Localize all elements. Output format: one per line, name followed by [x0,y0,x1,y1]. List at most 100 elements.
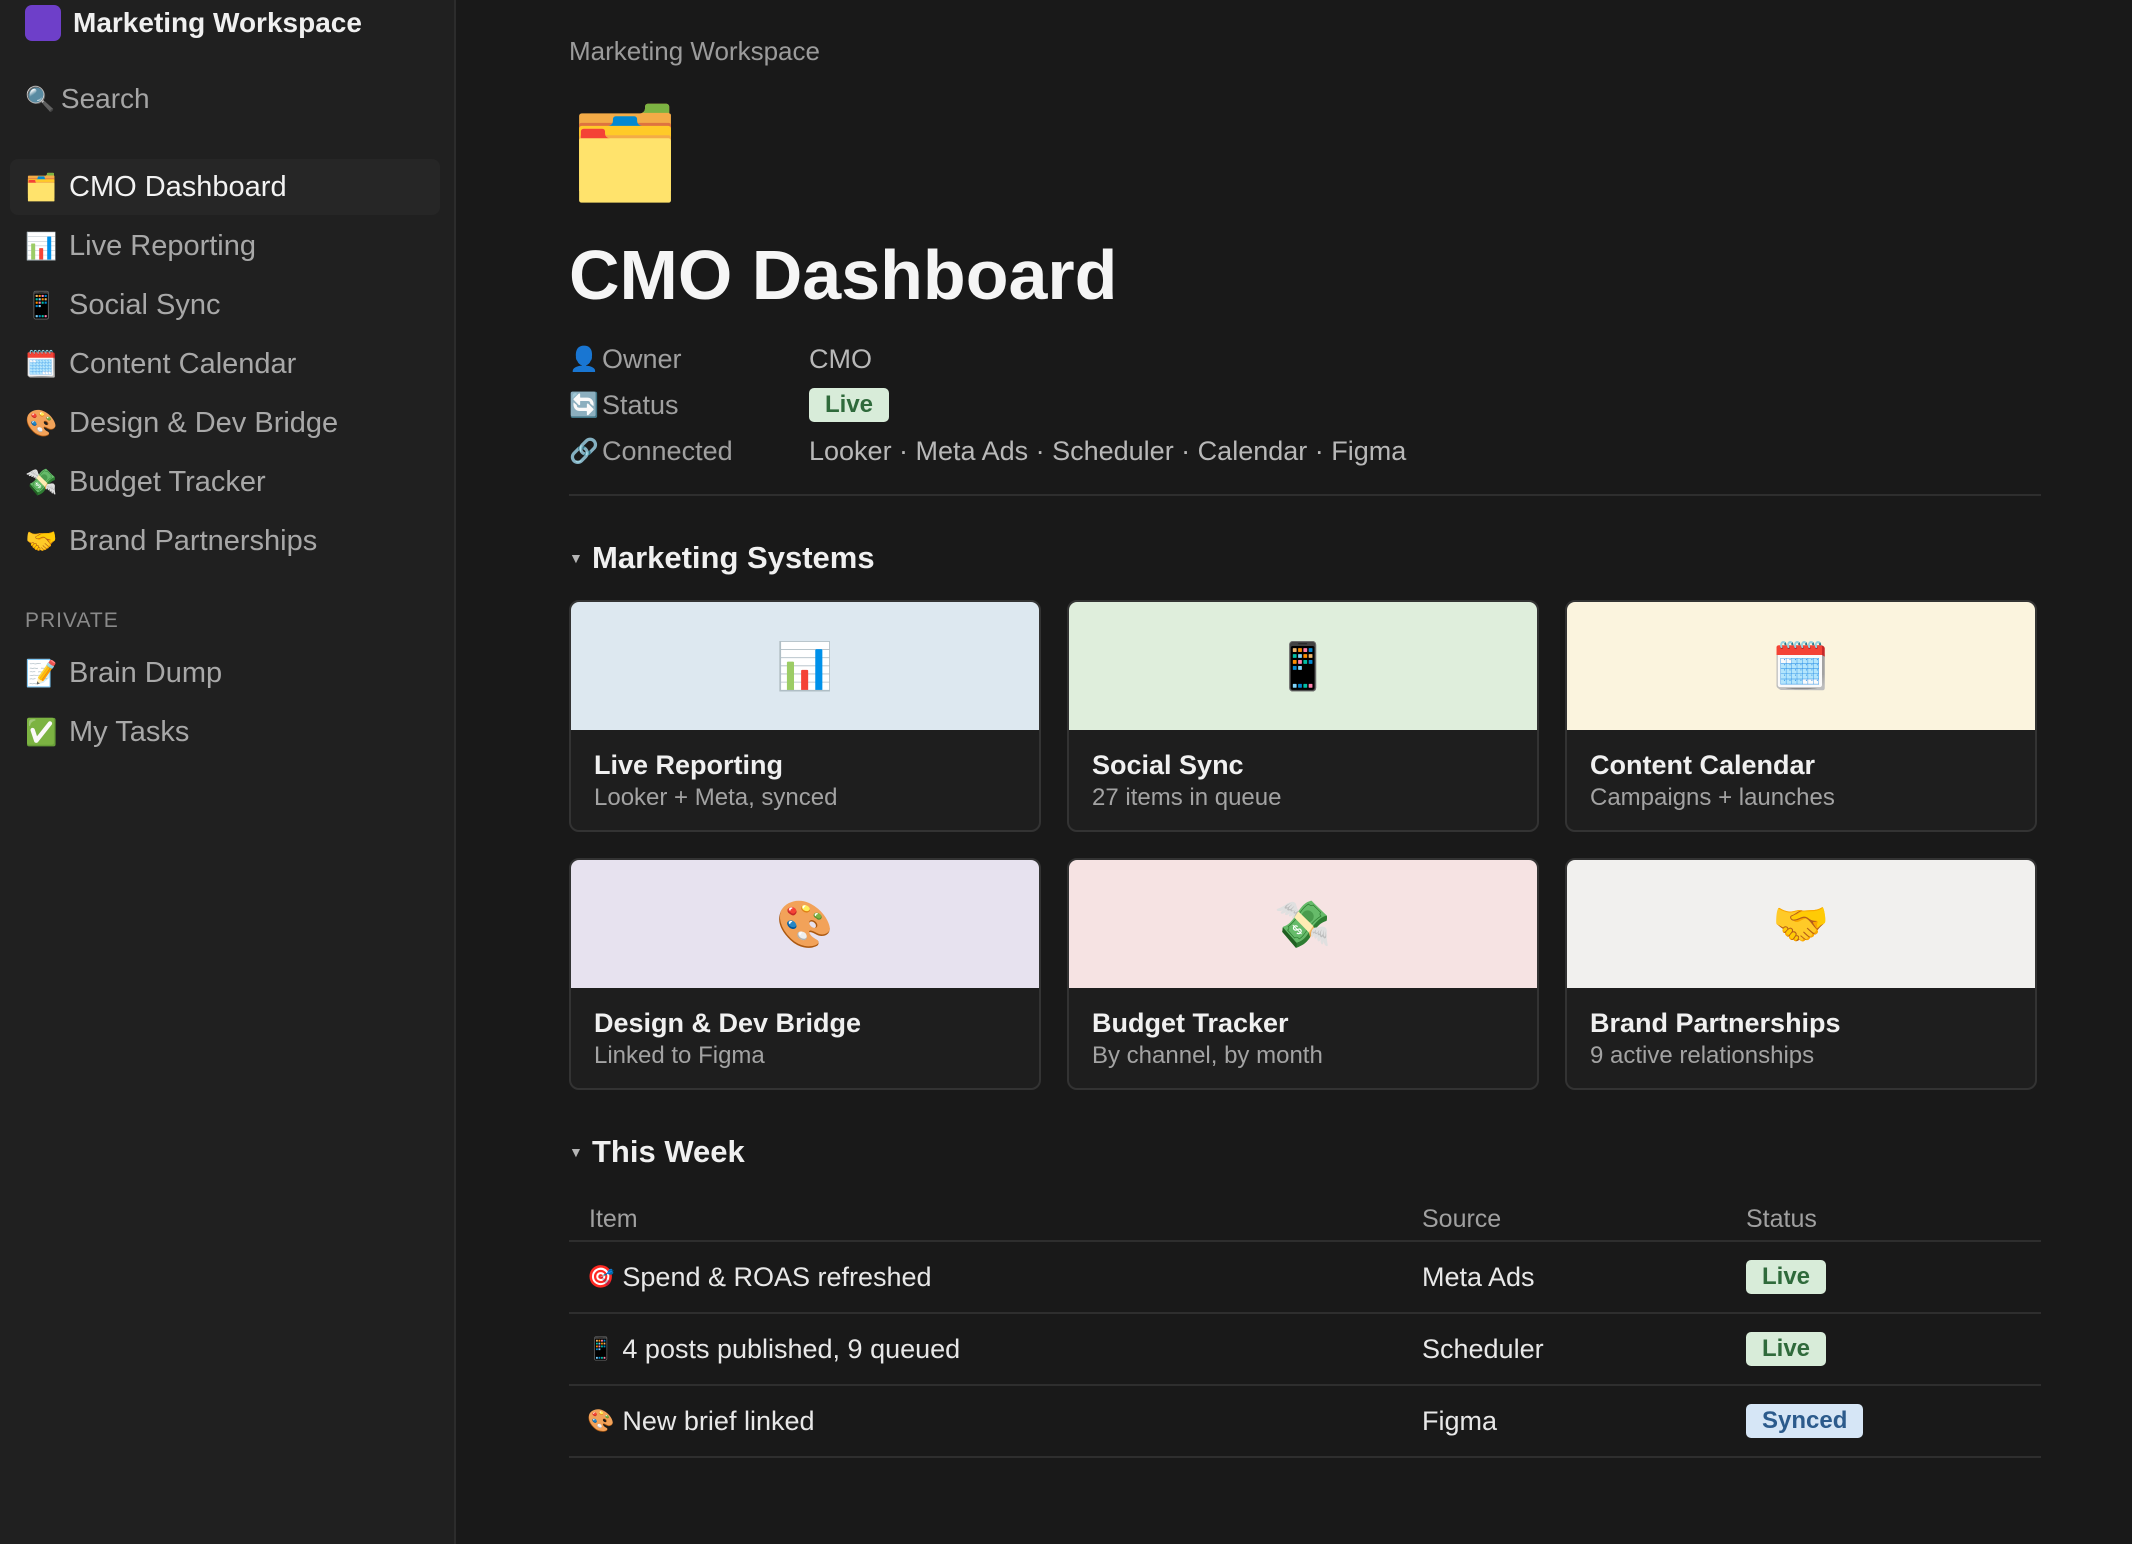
property-key: 🔗 Connected [569,436,809,467]
column-header-source[interactable]: Source [1422,1204,1502,1233]
card-title: Budget Tracker [1092,1008,1289,1038]
sidebar-item-label: Live Reporting [69,229,256,262]
sidebar-item-my-tasks[interactable]: ✅ My Tasks [10,704,440,760]
cell-item: 🎯 Spend & ROAS refreshed [569,1262,1422,1293]
system-cards: 📊 Live Reporting Looker + Meta, synced 📱… [569,600,2132,1090]
card-subtitle: Campaigns + launches [1590,784,1835,811]
column-header-item[interactable]: Item [589,1204,638,1233]
money-wings-icon: 💸 [1274,897,1332,950]
palette-icon: 🎨 [587,1408,615,1433]
card-title: Live Reporting [594,750,784,780]
card-subtitle: By channel, by month [1092,1042,1323,1069]
handshake-icon: 🤝 [1772,897,1830,950]
breadcrumb[interactable]: Marketing Workspace [569,36,820,66]
this-week-heading[interactable]: ▼ This Week [569,1132,2132,1172]
property-key-label: Owner [602,343,682,374]
table-row[interactable]: 🎨 New brief linked Figma Synced [569,1386,2041,1458]
card-cover: 📊 [571,602,1039,730]
card-title: Social Sync [1092,750,1244,780]
card-cover: 📱 [1069,602,1537,730]
refresh-icon: 🔄 [569,391,599,419]
workspace-switcher[interactable]: Marketing Workspace [0,0,454,46]
cell-status: Live [1746,1260,2041,1294]
sidebar-item-label: Social Sync [69,288,221,321]
sidebar-item-label: Design & Dev Bridge [69,406,339,439]
property-key-label: Connected [602,435,733,466]
card-subtitle: 9 active relationships [1590,1042,1815,1069]
caret-down-icon[interactable]: ▼ [569,1144,583,1160]
memo-icon: 📝 [25,657,58,688]
column-header-status[interactable]: Status [1746,1204,1817,1233]
item-text: Spend & ROAS refreshed [622,1261,932,1292]
card-live-reporting[interactable]: 📊 Live Reporting Looker + Meta, synced [569,600,1041,832]
sidebar-item-content-calendar[interactable]: 🗓️ Content Calendar [10,336,440,392]
item-text: 4 posts published, 9 queued [622,1333,961,1364]
sidebar-item-brain-dump[interactable]: 📝 Brain Dump [10,645,440,701]
cell-status: Live [1746,1332,2041,1366]
sidebar-item-design-dev-bridge[interactable]: 🎨 Design & Dev Bridge [10,395,440,451]
card-social-sync[interactable]: 📱 Social Sync 27 items in queue [1067,600,1539,832]
status-badge: Live [1746,1332,1827,1366]
sidebar-item-live-reporting[interactable]: 📊 Live Reporting [10,218,440,274]
phone-icon: 📱 [1274,639,1332,692]
table-row[interactable]: 📱 4 posts published, 9 queued Scheduler … [569,1314,2041,1386]
link-icon: 🔗 [569,437,599,465]
marketing-systems-heading[interactable]: ▼ Marketing Systems [569,538,2132,578]
handshake-icon: 🤝 [25,525,58,556]
card-subtitle: Looker + Meta, synced [594,784,838,811]
sidebar-item-label: Brain Dump [69,656,223,689]
palette-icon: 🎨 [776,897,834,950]
card-title: Design & Dev Bridge [594,1008,862,1038]
file-cabinet-icon: 🗂️ [25,171,58,202]
phone-icon: 📱 [587,1336,615,1361]
workspace-name: Marketing Workspace [73,7,362,38]
property-key: 👤 Owner [569,344,809,375]
caret-down-icon[interactable]: ▼ [569,550,583,566]
status-badge: Live [1746,1260,1827,1294]
cell-source: Meta Ads [1422,1261,1535,1292]
sidebar-item-label: Budget Tracker [69,465,266,498]
calendar-icon: 🗓️ [1772,639,1830,692]
property-owner[interactable]: 👤 Owner CMO [569,336,2041,382]
card-content-calendar[interactable]: 🗓️ Content Calendar Campaigns + launches [1565,600,2037,832]
cell-source: Scheduler [1422,1333,1544,1364]
section-title: Marketing Systems [592,540,875,575]
sidebar-item-label: Brand Partnerships [69,524,318,557]
person-icon: 👤 [569,345,599,373]
palette-icon: 🎨 [25,407,58,438]
check-mark-icon: ✅ [25,716,58,747]
sidebar-nav: 🗂️ CMO Dashboard 📊 Live Reporting 📱 Soci… [0,159,454,760]
money-wings-icon: 💸 [25,466,58,497]
sidebar-item-brand-partnerships[interactable]: 🤝 Brand Partnerships [10,513,440,569]
cell-source: Figma [1422,1405,1498,1436]
sidebar: Marketing Workspace 🔍 Search 🗂️ CMO Dash… [0,0,456,1544]
property-key-label: Status [602,389,679,420]
cell-item: 📱 4 posts published, 9 queued [569,1334,1422,1365]
property-status[interactable]: 🔄 Status Live [569,382,2041,428]
page-file-cabinet-icon[interactable]: 🗂️ [569,104,682,204]
section-title: This Week [592,1134,745,1169]
target-icon: 🎯 [587,1264,615,1289]
sidebar-item-label: My Tasks [69,715,190,748]
sidebar-item-social-sync[interactable]: 📱 Social Sync [10,277,440,333]
private-section-label: PRIVATE [25,609,119,632]
sidebar-item-label: Content Calendar [69,347,297,380]
card-title: Content Calendar [1590,750,1816,780]
search-button[interactable]: 🔍 Search [0,77,454,121]
card-brand-partnerships[interactable]: 🤝 Brand Partnerships 9 active relationsh… [1565,858,2037,1090]
table-row[interactable]: 🎯 Spend & ROAS refreshed Meta Ads Live [569,1242,2041,1314]
status-badge: Synced [1746,1404,1864,1438]
card-design-dev-bridge[interactable]: 🎨 Design & Dev Bridge Linked to Figma [569,858,1041,1090]
sidebar-item-label: CMO Dashboard [69,170,287,203]
card-budget-tracker[interactable]: 💸 Budget Tracker By channel, by month [1067,858,1539,1090]
property-key: 🔄 Status [569,390,809,421]
workspace-logo [25,5,61,41]
cell-item: 🎨 New brief linked [569,1406,1422,1437]
page-title[interactable]: CMO Dashboard [569,236,1118,314]
sidebar-item-budget-tracker[interactable]: 💸 Budget Tracker [10,454,440,510]
card-cover: 🎨 [571,860,1039,988]
property-connected[interactable]: 🔗 Connected Looker · Meta Ads · Schedule… [569,428,2041,474]
card-cover: 🗓️ [1567,602,2035,730]
property-owner-value: CMO [809,343,872,374]
sidebar-item-cmo-dashboard[interactable]: 🗂️ CMO Dashboard [10,159,440,215]
